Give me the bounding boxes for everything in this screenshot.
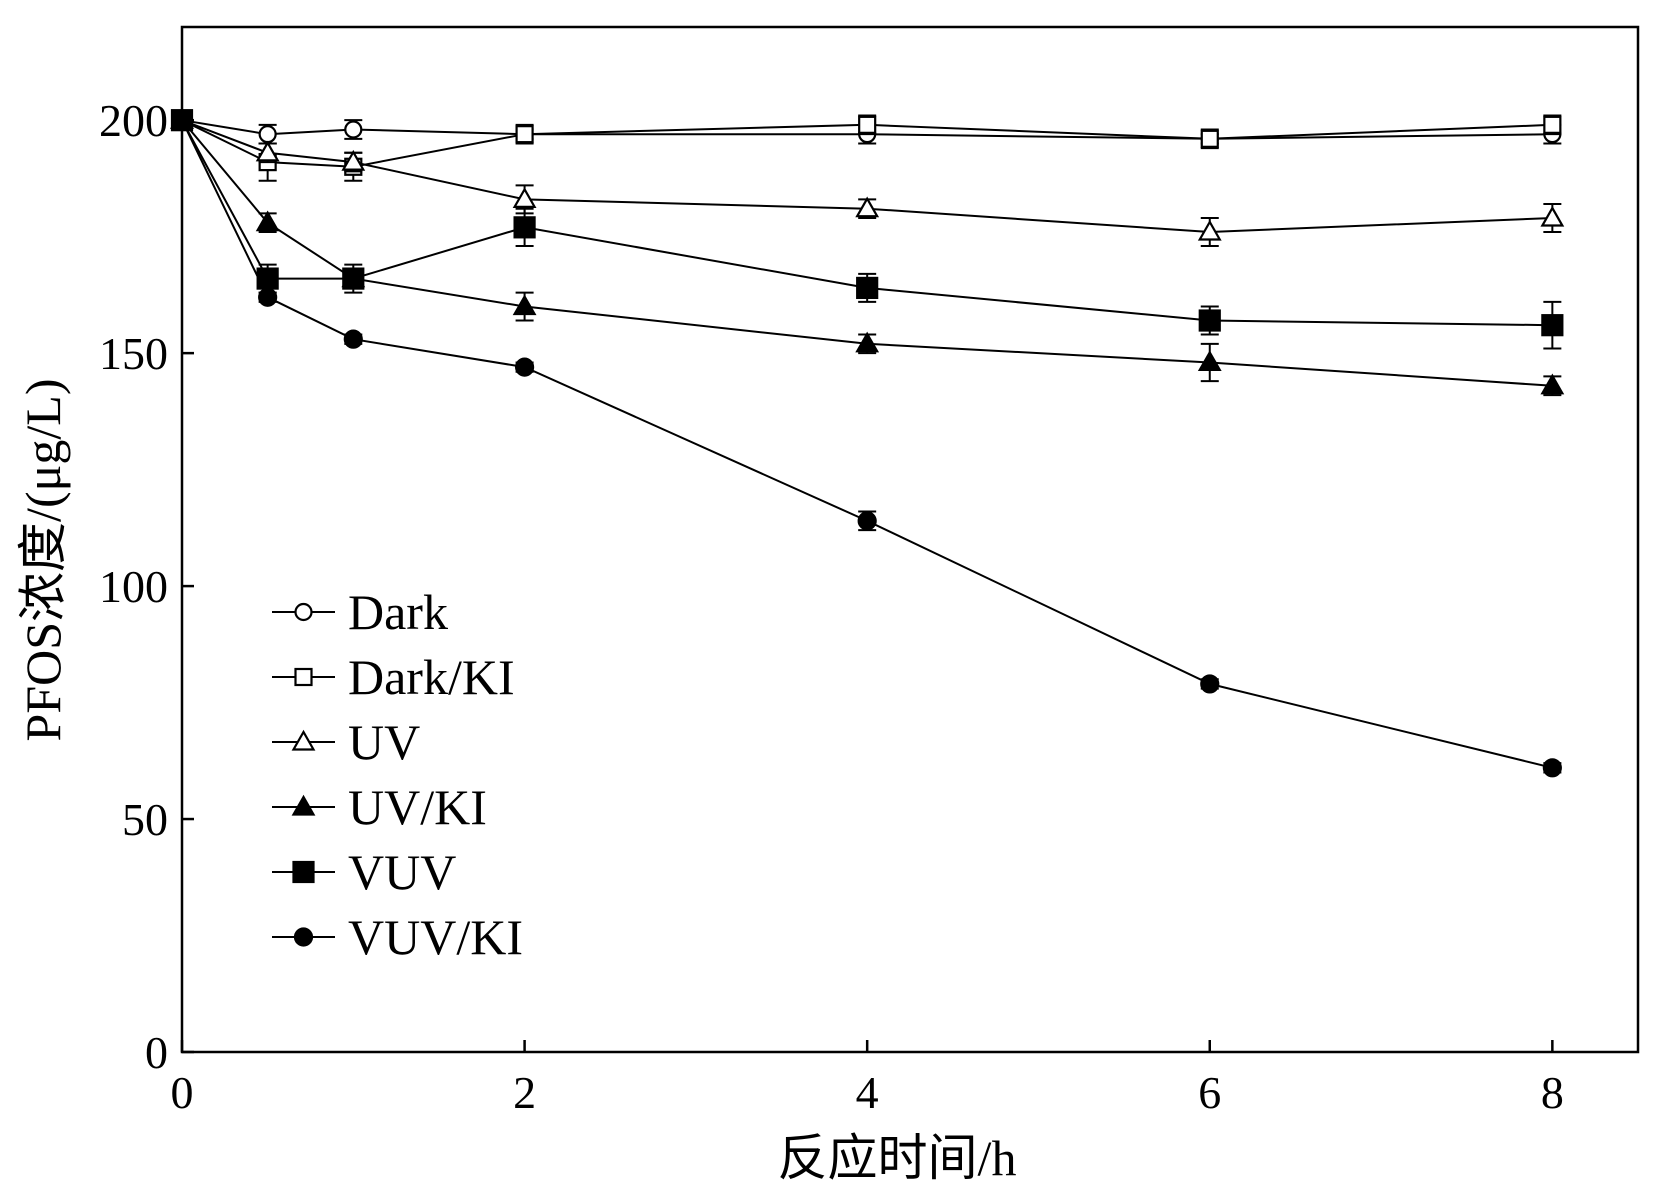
legend-entry: Dark/KI — [272, 649, 515, 705]
legend-marker — [293, 927, 314, 947]
plot-frame — [180, 25, 1640, 1054]
y-tick-label: 200 — [99, 95, 168, 146]
data-point — [512, 187, 537, 208]
y-tick-label: 50 — [122, 794, 168, 845]
legend-label: UV/KI — [348, 779, 487, 835]
data-point — [1541, 314, 1564, 337]
data-point — [1540, 205, 1565, 227]
x-tick-label: 2 — [513, 1067, 536, 1118]
legend-entry: Dark — [272, 584, 448, 640]
series-dark-ki — [172, 109, 1562, 182]
data-point — [513, 216, 536, 239]
data-point — [1200, 674, 1220, 694]
series-layer — [170, 107, 1565, 778]
legend: Dark Dark/KI UV UV/KI VUV VUV/KI — [272, 584, 523, 965]
data-point — [515, 125, 534, 144]
series-vuv — [170, 109, 1564, 350]
axis-ticks: 0 2 4 6 8 0 50 100 150 200 — [99, 95, 1564, 1118]
series-uv-ki — [170, 107, 1565, 397]
data-point — [256, 267, 279, 290]
data-point — [172, 110, 192, 130]
data-point — [344, 120, 363, 139]
data-point — [258, 125, 277, 144]
data-point — [514, 357, 535, 377]
y-tick-label: 150 — [99, 328, 168, 379]
data-point — [856, 276, 879, 300]
legend-label: VUV/KI — [348, 909, 523, 965]
x-tick-label: 4 — [856, 1067, 879, 1118]
legend-marker — [294, 667, 313, 687]
data-point — [341, 149, 366, 171]
data-point — [512, 294, 537, 316]
legend-marker — [292, 860, 315, 884]
legend-marker — [291, 794, 316, 816]
legend-entry: VUV/KI — [272, 909, 523, 965]
x-axis-title: 反应时间/h — [778, 1130, 1017, 1186]
legend-marker — [294, 602, 313, 622]
x-tick-label: 6 — [1198, 1067, 1221, 1118]
legend-label: Dark — [348, 584, 448, 640]
y-axis-title: PFOS浓度/(μg/L) — [15, 379, 71, 742]
data-point — [255, 140, 280, 162]
legend-entry: VUV — [272, 844, 456, 900]
y-tick-label: 100 — [99, 561, 168, 612]
x-tick-label: 8 — [1541, 1067, 1564, 1118]
data-point — [258, 287, 278, 307]
data-point — [855, 331, 880, 353]
data-point — [858, 115, 877, 134]
data-point — [857, 511, 877, 531]
data-point — [855, 196, 880, 218]
data-point — [1543, 115, 1562, 134]
data-point — [342, 267, 365, 290]
data-point — [1540, 373, 1565, 395]
data-point — [343, 329, 363, 349]
legend-label: UV — [348, 714, 420, 770]
legend-label: Dark/KI — [348, 649, 515, 705]
data-point — [1200, 129, 1219, 148]
legend-entry: UV — [272, 714, 420, 770]
x-tick-label: 0 — [171, 1067, 194, 1118]
series-vuv-ki — [172, 110, 1562, 778]
data-point — [1197, 350, 1222, 372]
data-point — [1542, 758, 1562, 778]
legend-label: VUV — [348, 844, 456, 900]
legend-entry: UV/KI — [272, 779, 487, 835]
data-point — [1198, 309, 1221, 332]
data-point — [255, 210, 280, 232]
data-point — [1197, 219, 1222, 241]
legend-marker — [291, 729, 316, 751]
y-tick-label: 0 — [145, 1027, 168, 1078]
